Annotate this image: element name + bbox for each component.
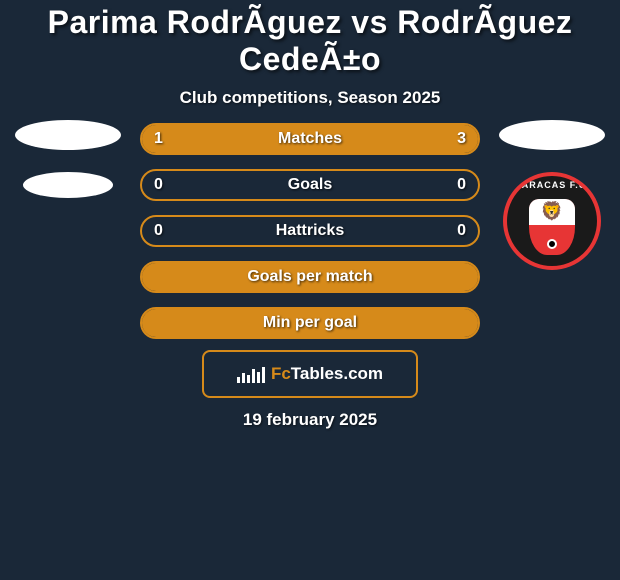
logo-text-accent: Fc [271,364,291,383]
crest-lion-icon: 🦁 [541,202,563,220]
stat-row: 13Matches [140,123,480,155]
logo-text: FcTables.com [271,364,383,384]
stat-row: 0 0Hattricks [140,215,480,247]
stat-row: 0 0Goals [140,169,480,201]
logo-bar [252,369,255,383]
logo-bars-icon [237,365,265,383]
date-label: 19 february 2025 [0,410,620,430]
logo-bar [237,377,240,383]
logo-bar [247,375,250,383]
player-placeholder-right [499,120,605,150]
logo-bar [262,367,265,383]
stat-right-value: 0 [445,217,478,245]
stat-right-value: 0 [445,171,478,199]
fctables-logo: FcTables.com [202,350,418,398]
stat-left-value: 0 [142,171,175,199]
stat-left-value: 0 [142,217,175,245]
club-crest-text: CARACAS F.C. [507,180,597,190]
logo-bar [257,372,260,383]
crest-shield: 🦁 [529,199,575,255]
club-placeholder-left [23,172,113,198]
stat-fill-right [226,125,478,153]
stat-fill-left [142,263,478,291]
stat-label: Goals [142,171,478,199]
club-crest-right: CARACAS F.C. 🦁 [503,172,601,270]
stat-row: Goals per match [140,261,480,293]
stat-rows: 13Matches00Goals00HattricksGoals per mat… [140,123,480,353]
stat-row: Min per goal [140,307,480,339]
infographic-root: Parima RodrÃ­guez vs RodrÃ­guez CedeÃ±o … [0,0,620,580]
subtitle: Club competitions, Season 2025 [0,88,620,108]
logo-text-rest: Tables.com [291,364,383,383]
right-badges: CARACAS F.C. 🦁 [492,120,612,270]
page-title: Parima RodrÃ­guez vs RodrÃ­guez CedeÃ±o [0,4,620,78]
left-badges [8,120,128,220]
stat-fill-left [142,125,226,153]
logo-bar [242,373,245,383]
player-placeholder-left [15,120,121,150]
stat-fill-left [142,309,478,337]
crest-ball-icon [547,239,557,249]
stat-label: Hattricks [142,217,478,245]
